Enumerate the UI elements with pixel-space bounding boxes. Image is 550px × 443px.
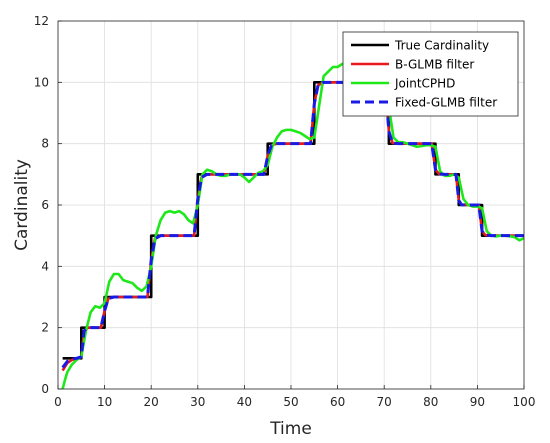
x-tick-label: 80: [423, 395, 438, 409]
x-tick-label: 60: [330, 395, 345, 409]
x-tick-label: 90: [470, 395, 485, 409]
x-tick-label: 10: [97, 395, 112, 409]
y-tick-label: 8: [41, 137, 49, 151]
x-tick-label: 30: [190, 395, 205, 409]
x-tick-label: 50: [283, 395, 298, 409]
axis-tick-labels: 0 10 20 30 40 50 60 70 80 90 100 0 2 4 6 8 10 12: [34, 14, 536, 409]
x-tick-label: 100: [513, 395, 536, 409]
y-tick-label: 2: [41, 321, 49, 335]
series-line-jointcphd: [61, 62, 524, 389]
y-tick-label: 10: [34, 75, 49, 89]
y-tick-label: 0: [41, 382, 49, 396]
axis-ticks: [57, 20, 525, 390]
y-axis-label: Cardinality: [12, 159, 32, 251]
legend-label: Fixed-GLMB filter: [395, 96, 497, 110]
legend-label: JointCPHD: [394, 77, 455, 91]
x-tick-label: 0: [54, 395, 62, 409]
y-tick-label: 6: [41, 198, 49, 212]
x-tick-label: 70: [377, 395, 392, 409]
x-tick-label: 20: [144, 395, 159, 409]
legend-label: True Cardinality: [394, 39, 489, 53]
y-tick-label: 12: [34, 14, 49, 28]
series-layer: [61, 62, 524, 389]
x-axis-label: Time: [269, 419, 312, 439]
legend-label: B-GLMB filter: [395, 58, 474, 72]
x-tick-label: 40: [237, 395, 252, 409]
legend: True Cardinality B-GLMB filter JointCPHD Fi…: [342, 31, 519, 117]
y-tick-label: 4: [41, 259, 49, 273]
